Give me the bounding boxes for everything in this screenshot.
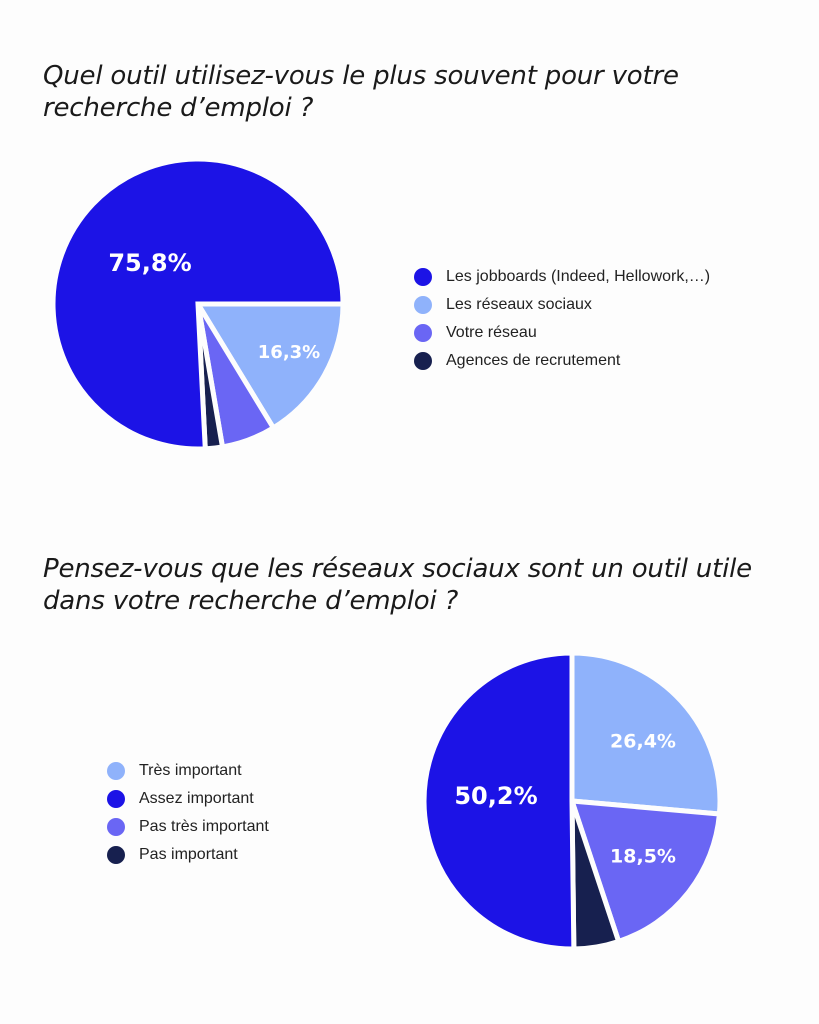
legend: Les jobboards (Indeed, Hellowork,…) Les r… bbox=[414, 263, 710, 375]
legend-swatch bbox=[107, 762, 125, 780]
legend-item-assez-important: Assez important bbox=[107, 785, 269, 813]
slice-value-label: 18,5% bbox=[610, 846, 676, 868]
slice-value-label: 75,8% bbox=[108, 249, 191, 277]
slice-value-label: 50,2% bbox=[454, 782, 537, 810]
legend-swatch bbox=[414, 352, 432, 370]
legend-item-agences-de-recrutement: Agences de recrutement bbox=[414, 347, 710, 375]
legend-swatch bbox=[107, 846, 125, 864]
chart-title: Quel outil utilisez-vous le plus souvent… bbox=[43, 61, 679, 123]
legend-swatch bbox=[107, 790, 125, 808]
legend-swatch bbox=[414, 324, 432, 342]
legend-item-les-reseaux-sociaux: Les réseaux sociaux bbox=[414, 291, 710, 319]
legend-item-votre-reseau: Votre réseau bbox=[414, 319, 710, 347]
legend-item-tres-important: Très important bbox=[107, 757, 269, 785]
legend-label: Assez important bbox=[139, 790, 254, 807]
pie-slice-les-reseaux-sociaux bbox=[193, 301, 346, 432]
legend-label: Agences de recrutement bbox=[446, 352, 621, 369]
legend-label: Pas très important bbox=[139, 818, 269, 835]
legend-label: Les réseaux sociaux bbox=[446, 296, 592, 313]
legend-swatch bbox=[107, 818, 125, 836]
slice-value-label: 16,3% bbox=[258, 342, 320, 363]
legend-label: Très important bbox=[139, 762, 242, 779]
pie-slice-assez-important bbox=[421, 650, 577, 952]
legend-item-pas-important: Pas important bbox=[107, 841, 269, 869]
pie-slice-tres-important bbox=[569, 650, 723, 817]
slice-value-label: 26,4% bbox=[610, 731, 676, 753]
legend-swatch bbox=[414, 296, 432, 314]
chart-title: Pensez-vous que les réseaux sociaux sont… bbox=[43, 554, 752, 616]
legend-label: Votre réseau bbox=[446, 324, 537, 341]
legend-item-pas-tres-important: Pas très important bbox=[107, 813, 269, 841]
legend-label: Les jobboards (Indeed, Hellowork,…) bbox=[446, 268, 711, 285]
pie-slice-les-jobboards-indeed-hellowork bbox=[50, 156, 346, 452]
legend-swatch bbox=[414, 268, 432, 286]
legend-item-les-jobboards-indeed-hellowork: Les jobboards (Indeed, Hellowork,…) bbox=[414, 263, 710, 291]
legend: Très important Assez important Pas très im… bbox=[107, 757, 269, 869]
legend-label: Pas important bbox=[139, 846, 238, 863]
